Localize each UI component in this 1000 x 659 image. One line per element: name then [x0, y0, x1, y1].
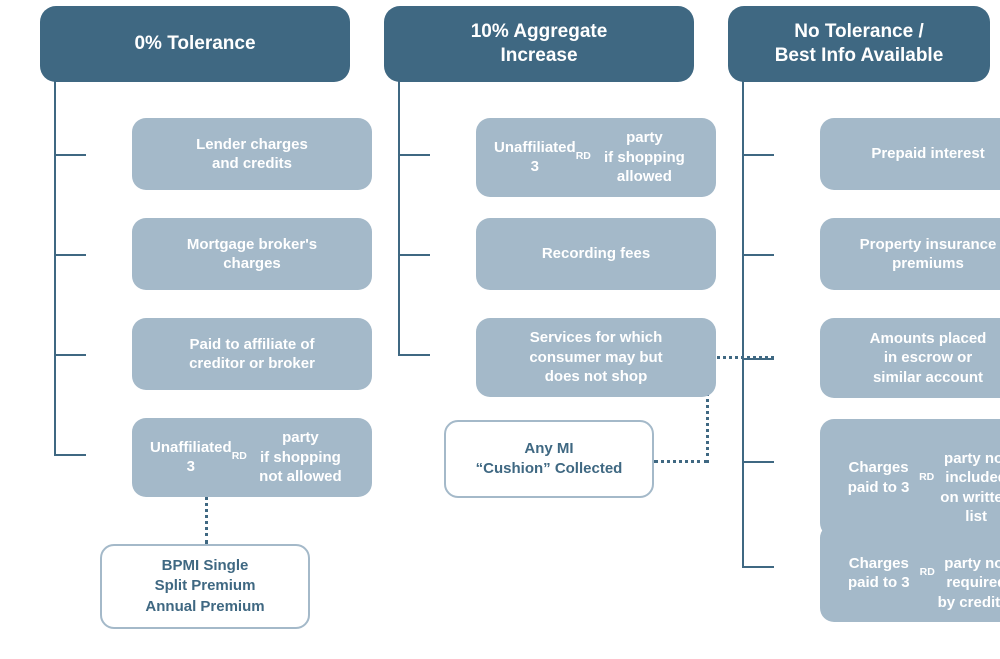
connector-line [398, 44, 400, 354]
item-services-no-shop: Services for whichconsumer may butdoes n… [476, 318, 716, 397]
item-paid-affiliate: Paid to affiliate ofcreditor or broker [132, 318, 372, 390]
connector-line [398, 354, 430, 356]
header-ten-percent: 10% AggregateIncrease [384, 6, 694, 82]
item-unaffiliated-no-shop: Unaffiliated 3RD partyif shopping not al… [132, 418, 372, 497]
connector-line [742, 566, 774, 568]
callout-bpmi: BPMI SingleSplit PremiumAnnual Premium [100, 544, 310, 629]
connector-line [742, 358, 774, 360]
connector-line [54, 454, 86, 456]
connector-line [398, 254, 430, 256]
item-charges-not-required: Charges paid to 3RDparty not requiredby … [820, 524, 1000, 622]
connector-line [54, 44, 56, 454]
column-zero-tolerance: 0% Tolerance [40, 6, 350, 82]
header-no-tolerance: No Tolerance /Best Info Available [728, 6, 990, 82]
item-recording-fees: Recording fees [476, 218, 716, 290]
connector-line [742, 44, 744, 566]
connector-line [54, 354, 86, 356]
item-property-insurance: Property insurancepremiums [820, 218, 1000, 290]
item-mortgage-broker: Mortgage broker'scharges [132, 218, 372, 290]
callout-any-mi-cushion: Any MI“Cushion” Collected [444, 420, 654, 498]
connector-line [54, 254, 86, 256]
connector-line [398, 154, 430, 156]
connector-line [742, 254, 774, 256]
dotted-connector [205, 490, 208, 544]
dotted-connector [654, 460, 708, 463]
connector-line [54, 154, 86, 156]
column-no-tolerance: No Tolerance /Best Info Available [728, 6, 990, 82]
item-charges-not-on-list: Charges paid to 3RDparty not includedon … [820, 419, 1000, 537]
header-zero-tolerance: 0% Tolerance [40, 6, 350, 82]
item-unaffiliated-shop-allowed: Unaffiliated 3RD partyif shopping allowe… [476, 118, 716, 197]
item-escrow-amounts: Amounts placedin escrow orsimilar accoun… [820, 318, 1000, 398]
item-lender-charges: Lender chargesand credits [132, 118, 372, 190]
connector-line [742, 461, 774, 463]
item-prepaid-interest: Prepaid interest [820, 118, 1000, 190]
column-ten-percent: 10% AggregateIncrease [384, 6, 694, 82]
connector-line [742, 154, 774, 156]
